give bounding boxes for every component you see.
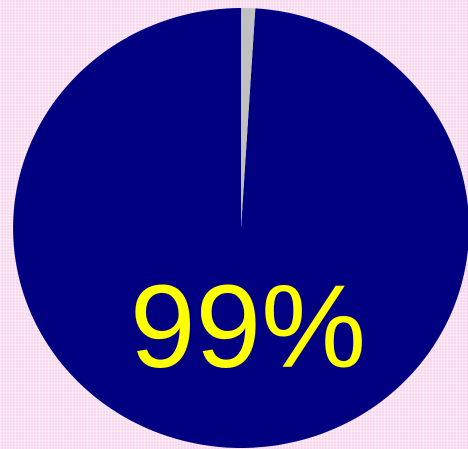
- percentage-label: 99%: [130, 261, 366, 393]
- pie-slice-0: [13, 8, 468, 448]
- pie-slices: [13, 7, 468, 448]
- pie-slice-1: [241, 7, 256, 229]
